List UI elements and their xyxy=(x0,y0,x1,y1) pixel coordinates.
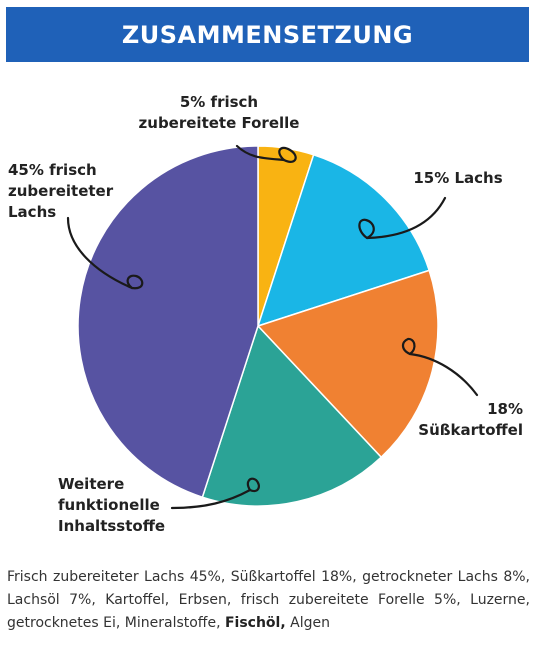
composition-pie-chart: 5% frisch zubereitete Forelle 15% Lachs 18%… xyxy=(8,93,523,535)
label-arrow-head-4 xyxy=(126,274,144,290)
slice-label-line: zubereiteter xyxy=(8,182,114,200)
slice-label-1: 15% Lachs xyxy=(413,169,502,187)
label-arrow-head-1 xyxy=(358,218,375,240)
pie-slices xyxy=(77,145,439,507)
label-arrow-4 xyxy=(66,216,134,290)
label-arrow-head-3 xyxy=(246,477,260,493)
slice-label-line: 18% xyxy=(487,400,523,418)
slice-label-3: Weitere funktionelle Inhaltsstoffe xyxy=(58,475,165,535)
slice-label-2: 18% Süßkartoffel xyxy=(418,400,523,439)
label-arrow-head-2 xyxy=(401,337,416,356)
slice-label-4: 45% frisch zubereiteter Lachs xyxy=(8,161,114,221)
ingredients-description: Frisch zubereiteter Lachs 45%, Süßkartof… xyxy=(7,566,530,635)
label-arrow-0 xyxy=(235,144,286,162)
label-arrow-head-0 xyxy=(278,146,297,163)
slice-label-line: Inhaltsstoffe xyxy=(58,517,165,535)
slice-label-line: Lachs xyxy=(8,203,56,221)
pie-slice-1 xyxy=(256,153,431,328)
slice-label-line: zubereitete Forelle xyxy=(139,114,300,132)
slice-label-line: 15% Lachs xyxy=(413,169,502,187)
slice-label-line: funktionelle xyxy=(58,496,160,514)
ingredients-text: Frisch zubereiteter Lachs 45%, Süßkartof… xyxy=(7,569,530,631)
pie-slice-4 xyxy=(77,145,259,499)
slice-label-0: 5% frisch zubereitete Forelle xyxy=(139,93,300,132)
ingredients-bold-text: Fischöl, xyxy=(224,615,286,631)
slice-label-line: Süßkartoffel xyxy=(418,421,523,439)
pie-slice-2 xyxy=(256,269,439,459)
title-banner: ZUSAMMENSETZUNG xyxy=(6,7,529,62)
slice-labels: 5% frisch zubereitete Forelle 15% Lachs 18%… xyxy=(8,93,523,535)
label-arrow-2 xyxy=(408,352,479,397)
slice-label-line: 5% frisch xyxy=(180,93,258,111)
label-arrows xyxy=(66,144,479,510)
label-arrow-3 xyxy=(170,488,252,510)
label-arrow-1 xyxy=(365,196,447,240)
slice-label-line: Weitere xyxy=(58,475,124,493)
page-title: ZUSAMMENSETZUNG xyxy=(121,20,414,49)
slice-label-line: 45% frisch xyxy=(8,161,97,179)
ingredients-text-end: Algen xyxy=(285,615,330,631)
